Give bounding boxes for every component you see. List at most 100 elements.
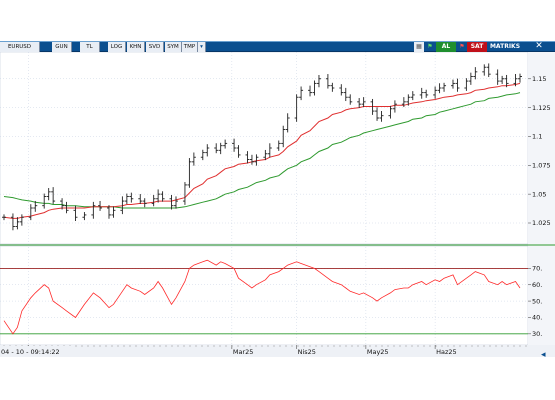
price-bar (200, 149, 205, 161)
price-bar (500, 75, 505, 84)
price-bar (82, 212, 87, 221)
date-tick-label: Nis25 (298, 348, 316, 356)
indicator-tick-label: 60. (532, 281, 542, 289)
price-bar (486, 63, 491, 78)
price-bar (263, 149, 268, 161)
toolbar-item-gun[interactable]: GUN (52, 42, 72, 52)
symbol-selector[interactable]: EURUSD (0, 42, 40, 52)
toolbar-dropdown-icon[interactable]: ▾ (198, 42, 206, 52)
date-axis-background (0, 345, 555, 357)
price-bar (410, 91, 415, 101)
price-bar (357, 98, 362, 108)
date-tick-label: Haz25 (436, 348, 457, 356)
date-tick-label: Mar25 (233, 348, 254, 356)
price-bar (120, 196, 125, 215)
price-bar (464, 78, 469, 91)
price-tick-label: 1.025 (532, 219, 551, 227)
toolbar-item-svd[interactable]: SVD (146, 42, 164, 52)
indicator-tick-label: 70. (532, 265, 542, 273)
price-bar (375, 107, 380, 121)
price-bar (33, 200, 38, 212)
indicator-levels (0, 267, 528, 335)
price-bar (42, 193, 47, 209)
buy-button[interactable]: AL (436, 42, 456, 52)
price-bar (218, 142, 223, 155)
price-bar (28, 204, 33, 221)
toolbar-item-log[interactable]: LOG (108, 42, 126, 52)
price-bar (187, 158, 192, 188)
price-bar (455, 78, 460, 92)
toolbar-item-tl[interactable]: TL (80, 42, 100, 52)
ma-short-line (3, 82, 521, 219)
price-bar (312, 80, 317, 96)
price-bar (285, 113, 290, 133)
price-bar (379, 110, 384, 122)
price-bar (223, 139, 228, 149)
price-bar (182, 182, 187, 205)
toolbar-item-sym[interactable]: SYM (165, 42, 182, 52)
price-bar (64, 201, 69, 214)
price-bar (433, 86, 438, 99)
price-bar (495, 69, 500, 85)
price-bar (392, 100, 397, 113)
indicator-line (3, 259, 521, 335)
price-bar (450, 79, 455, 89)
price-tick-label: 1.05 (532, 190, 546, 198)
price-bar (124, 193, 129, 204)
toolbar-item-tmp[interactable]: TMP (182, 42, 198, 52)
grid-icon[interactable]: ▦ (414, 42, 424, 52)
price-bar (308, 85, 313, 97)
ma-short-series (3, 82, 521, 219)
price-bar (281, 125, 286, 148)
price-tick-label: 1.15 (532, 75, 546, 83)
scroll-right-icon[interactable]: ◂ (541, 350, 546, 360)
price-tick-label: 1.125 (532, 104, 551, 112)
toolbar-item-khn[interactable]: KHN (127, 42, 145, 52)
date-tick-label: May25 (367, 348, 389, 356)
timestamp-label: 04 - 10 - 09:14:22 (1, 348, 60, 356)
price-bar (98, 200, 103, 211)
price-bar (513, 74, 518, 87)
price-bar (46, 188, 51, 201)
price-bar (343, 87, 348, 102)
price-bar (245, 151, 250, 164)
timestamp-background (0, 346, 72, 356)
price-bar (299, 86, 304, 101)
price-bar (174, 196, 178, 209)
price-bar (169, 194, 174, 210)
price-bars (2, 63, 522, 231)
sell-icon[interactable]: ⚑ (459, 43, 465, 50)
price-bar (339, 84, 344, 96)
price-bar (142, 198, 147, 208)
price-axis-background (528, 52, 555, 345)
price-bar (424, 89, 429, 98)
price-bar (504, 74, 509, 88)
price-bar (249, 154, 254, 165)
price-bar (316, 74, 321, 88)
price-bar (205, 144, 210, 157)
price-bar (60, 198, 65, 210)
price-bar (419, 87, 424, 99)
price-bar (276, 140, 281, 151)
indicator-tick-label: 40. (532, 314, 542, 322)
price-bar (267, 143, 272, 158)
price-bar (401, 97, 406, 108)
price-bar (468, 72, 473, 85)
price-chart: 1.025 1.05 1.075 1.1 1.125 1.15 30. 40. 50. 60. 7… (0, 51, 555, 360)
price-bar (473, 67, 478, 80)
price-bar (236, 145, 241, 158)
price-bar (15, 217, 20, 230)
price-bar (388, 105, 393, 119)
price-bar (325, 74, 330, 89)
buy-icon[interactable]: ⚑ (427, 43, 433, 50)
close-icon[interactable]: ✕ (535, 41, 543, 51)
chart-toolbar: EURUSD GUN TL LOG KHN SVD SYM TMP ▾ ▦ ⚑ … (0, 41, 555, 52)
price-bar (406, 94, 411, 106)
price-bar (232, 138, 237, 152)
price-panel-background (0, 51, 529, 245)
indicator-tick-label: 50. (532, 297, 542, 305)
price-bar (156, 189, 161, 203)
price-bar (191, 152, 196, 166)
price-bar (361, 97, 366, 108)
sell-button[interactable]: SAT (467, 42, 487, 52)
